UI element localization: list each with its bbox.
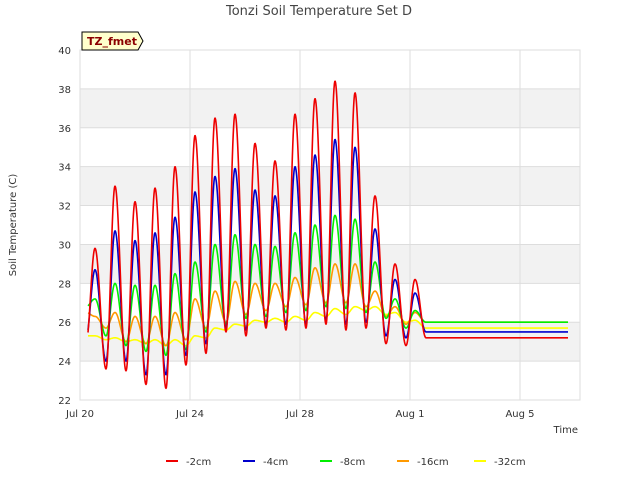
y-tick-label: 28	[58, 279, 71, 290]
plot-frame	[79, 49, 581, 401]
series-line-2cm	[87, 80, 569, 390]
x-tick-label: Jul 24	[175, 409, 204, 420]
y-tick-label: 30	[58, 240, 71, 251]
x-tick-labels: Jul 20 Jul 24 Jul 28 Aug 1 Aug 5	[65, 409, 535, 420]
legend-label: -16cm	[417, 457, 449, 468]
series-lines	[87, 80, 569, 390]
y-axis-label: Soil Temperature (C)	[8, 174, 19, 277]
x-axis-label: Time	[553, 425, 578, 436]
legend-label: -8cm	[340, 457, 365, 468]
y-tick-labels: 22 24 26 28 30 32 34 36 38 40	[58, 46, 71, 407]
plot-band	[80, 127, 580, 167]
legend-label: -2cm	[186, 457, 211, 468]
y-tick-label: 34	[58, 163, 71, 174]
plot-band	[80, 50, 580, 89]
x-tick-label: Jul 28	[285, 409, 314, 420]
x-tick-label: Jul 20	[65, 409, 94, 420]
y-tick-label: 22	[58, 396, 71, 407]
x-tick-label: Aug 5	[505, 409, 534, 420]
station-badge: TZ_fmet	[81, 31, 144, 51]
badge-text: TZ_fmet	[87, 35, 137, 48]
y-tick-label: 26	[58, 318, 71, 329]
x-tick-label: Aug 1	[395, 409, 424, 420]
plot-band	[80, 361, 580, 400]
y-tick-label: 40	[58, 46, 71, 57]
legend: -2cm -4cm -8cm -16cm -32cm	[166, 457, 526, 468]
y-tick-label: 24	[58, 357, 71, 368]
legend-label: -4cm	[263, 457, 288, 468]
y-tick-label: 38	[58, 85, 71, 96]
legend-label: -32cm	[494, 457, 526, 468]
chart-title: Tonzi Soil Temperature Set D	[225, 4, 412, 19]
plot-band	[80, 88, 580, 128]
y-tick-label: 32	[58, 202, 71, 213]
y-tick-label: 36	[58, 124, 71, 135]
badge-box	[81, 31, 144, 51]
